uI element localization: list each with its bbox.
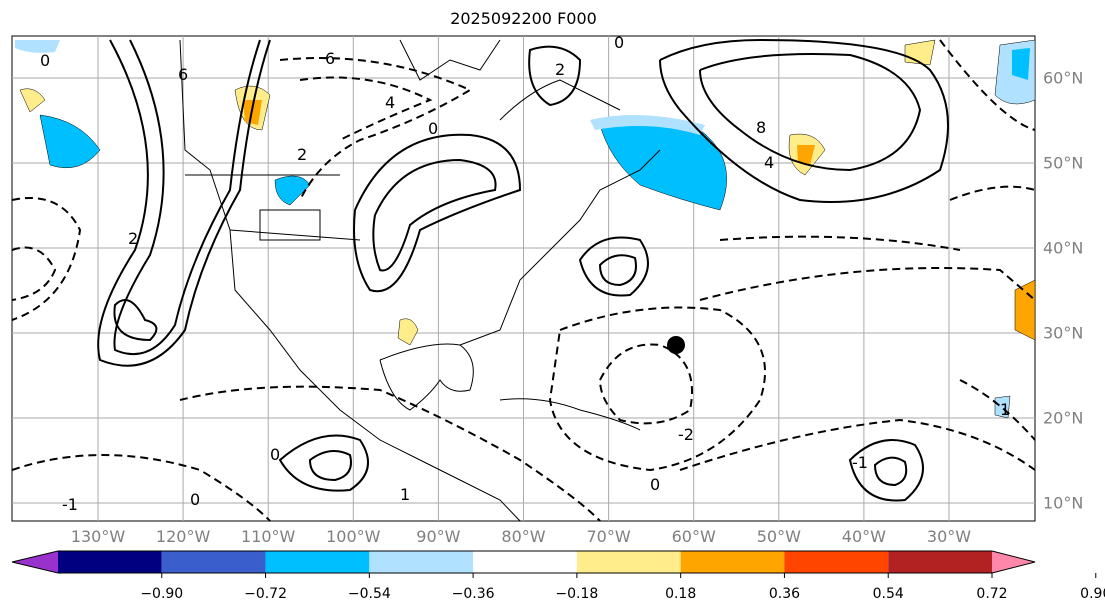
contour-label: 0	[270, 445, 280, 464]
contour-label: -2	[678, 425, 694, 444]
colorbar-tick-label: −0.36	[451, 586, 495, 602]
colorbar-outline	[11, 550, 1036, 574]
lat-label: 50°N	[1043, 153, 1084, 173]
contour-label: 2	[297, 145, 307, 164]
contour-label: 1	[400, 485, 410, 504]
colorbar-extend-high	[992, 551, 1035, 573]
lon-label: 90°W	[416, 527, 461, 546]
lon-label: 120°W	[155, 527, 211, 546]
colorbar-segment	[888, 551, 992, 573]
colorbar-tick-label: 0.36	[768, 586, 801, 602]
contours	[97, 38, 949, 502]
contour-label: 4	[764, 153, 774, 172]
colorbar-tick-label: −0.72	[244, 586, 287, 602]
colorbar	[11, 550, 1097, 578]
colorbar-tick-label: 0.90	[1080, 586, 1105, 602]
lon-label: 130°W	[70, 527, 126, 546]
lon-label: 60°W	[671, 527, 716, 546]
lon-label: 110°W	[241, 527, 296, 546]
lon-label: 40°W	[841, 527, 886, 546]
map-title: 2025092200 F000	[450, 9, 597, 28]
contour-label: 6	[325, 49, 335, 68]
lat-label: 10°N	[1043, 493, 1084, 513]
colorbar-tick-label: −0.90	[140, 586, 184, 602]
colorbar-extend-low	[12, 551, 58, 573]
contour-labels: 0 6 6 4 2 2 0 -1 -1 0 8 4 2 0 0 -2 1 0 1	[40, 33, 1010, 514]
contour-label: 4	[385, 93, 395, 112]
colorbar-segment	[161, 551, 266, 573]
contour-label: 0	[190, 490, 200, 509]
lat-label: 30°N	[1043, 323, 1084, 343]
lon-label: 50°W	[756, 527, 801, 546]
contour-label: 0	[428, 119, 438, 138]
colorbar-tick-label: −0.54	[347, 586, 391, 602]
contour-label: -1	[62, 495, 78, 514]
lon-label: 100°W	[326, 527, 381, 546]
contour-label: 0	[650, 475, 660, 494]
colorbar-segment	[265, 551, 370, 573]
colorbar-tick-label: −0.18	[555, 586, 599, 602]
negative-contours	[11, 39, 1036, 522]
contour-label: 0	[614, 33, 624, 52]
lon-label: 70°W	[586, 527, 631, 546]
colorbar-segment	[784, 551, 889, 573]
lat-label: 60°N	[1043, 68, 1084, 88]
contour-label: 0	[40, 51, 50, 70]
colorbar-segment	[369, 551, 474, 573]
lat-label: 40°N	[1043, 238, 1084, 258]
coastlines	[179, 39, 661, 522]
shaded-anomalies	[15, 39, 1036, 419]
contour-label: 2	[128, 229, 138, 248]
contour-label: 2	[555, 60, 565, 79]
colorbar-segment	[58, 551, 162, 573]
colorbar-segment	[473, 551, 577, 573]
contour-label: -1	[852, 453, 868, 472]
storm-marker[interactable]	[667, 336, 685, 354]
colorbar-tick-label: 0.54	[872, 586, 904, 602]
colorbar-segment	[680, 551, 785, 573]
contour-label: 8	[756, 118, 766, 137]
lat-label: 20°N	[1043, 408, 1084, 428]
graticule	[12, 36, 1035, 521]
contour-label: 6	[178, 65, 188, 84]
lon-label: 80°W	[501, 527, 546, 546]
contour-label: 1	[1000, 400, 1010, 419]
colorbar-tick-label: 0.18	[665, 586, 697, 602]
colorbar-segment	[576, 551, 681, 573]
lon-label: 30°W	[926, 527, 972, 546]
colorbar-tick-label: 0.72	[976, 586, 1008, 602]
